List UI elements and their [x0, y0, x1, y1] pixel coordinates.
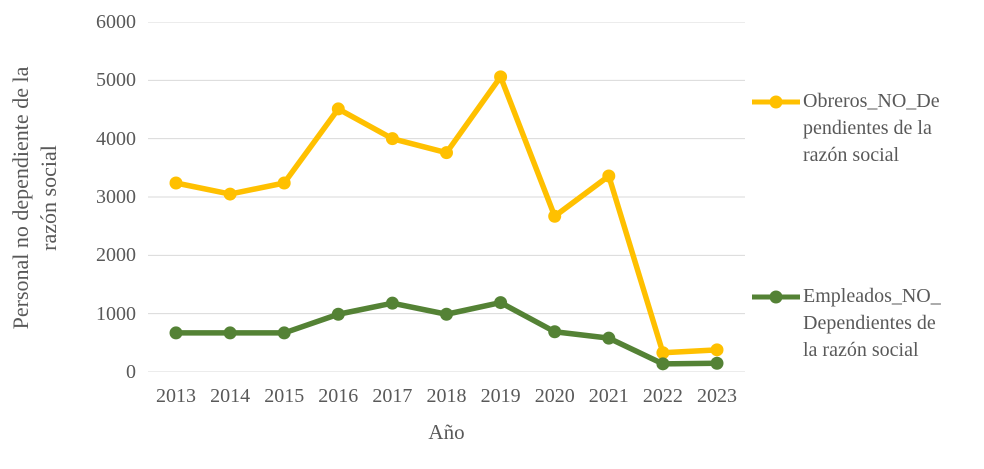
x-tick-label: 2017 [372, 385, 413, 407]
x-axis-title: Año [428, 420, 465, 444]
data-point-obreros-no-dependientes-2020 [548, 209, 562, 223]
data-point-empleados-no-dependientes-2020 [548, 325, 562, 339]
legend-label-empleados: Empleados_NO_ Dependientes de la razón s… [803, 283, 941, 364]
x-tick-label: 2022 [642, 385, 683, 407]
legend-label-obreros-line-3: razón social [803, 144, 900, 166]
data-point-empleados-no-dependientes-2023 [710, 356, 724, 370]
legend-label-obreros-line-1: Obreros_NO_De [803, 90, 940, 112]
x-tick-label: 2018 [426, 385, 467, 407]
data-point-empleados-no-dependientes-2018 [440, 307, 453, 321]
legend-entry-obreros: Obreros_NO_De pendientes de la razón soc… [752, 88, 940, 169]
legend-marker-dot [769, 95, 783, 109]
legend-label-obreros-line-2: pendientes de la [803, 117, 932, 139]
data-point-empleados-no-dependientes-2015 [277, 326, 291, 340]
x-tick-label: 2019 [480, 385, 521, 407]
x-tick-label: 2021 [588, 385, 629, 407]
y-tick-label: 1000 [96, 302, 136, 325]
x-tick-label: 2013 [156, 385, 196, 407]
x-tick-label: 2023 [697, 385, 737, 407]
y-tick-label: 3000 [96, 186, 136, 208]
data-point-obreros-no-dependientes-2015 [277, 176, 291, 190]
data-point-obreros-no-dependientes-2013 [169, 176, 183, 190]
y-tick-label: 5000 [96, 69, 136, 92]
data-point-obreros-no-dependientes-2021 [602, 169, 616, 183]
data-point-obreros-no-dependientes-2016 [331, 102, 345, 116]
y-tick-label: 6000 [96, 11, 136, 33]
data-point-obreros-no-dependientes-2023 [710, 343, 724, 357]
y-axis-title-line-1: Personal no dependiente de la [8, 66, 33, 330]
data-point-empleados-no-dependientes-2013 [169, 326, 183, 340]
data-point-obreros-no-dependientes-2018 [440, 146, 453, 160]
y-tick-label: 0 [126, 361, 136, 383]
data-point-empleados-no-dependientes-2017 [385, 296, 399, 310]
data-point-obreros-no-dependientes-2014 [223, 187, 237, 201]
legend-line-marker-icon [752, 290, 800, 304]
legend-label-obreros: Obreros_NO_De pendientes de la razón soc… [803, 88, 940, 169]
legend-label-empleados-line-1: Empleados_NO_ [803, 285, 941, 307]
plot-area [148, 22, 745, 372]
data-point-empleados-no-dependientes-2014 [223, 326, 237, 340]
data-point-empleados-no-dependientes-2016 [331, 307, 345, 321]
data-point-empleados-no-dependientes-2021 [602, 331, 616, 345]
data-point-obreros-no-dependientes-2019 [494, 70, 508, 84]
x-tick-label: 2016 [318, 385, 359, 407]
x-tick-label: 2020 [534, 385, 575, 407]
y-tick-label: 2000 [96, 244, 136, 267]
data-point-empleados-no-dependientes-2022 [656, 357, 670, 371]
data-point-empleados-no-dependientes-2019 [494, 296, 508, 310]
x-tick-label: 2015 [264, 385, 305, 407]
legend-line-marker-icon [752, 95, 800, 109]
legend-label-empleados-line-3: la razón social [803, 339, 919, 361]
legend-entry-empleados: Empleados_NO_ Dependientes de la razón s… [752, 283, 941, 364]
legend-label-empleados-line-2: Dependientes de [803, 312, 936, 334]
data-point-obreros-no-dependientes-2022 [656, 346, 670, 360]
legend-marker-dot [769, 290, 783, 304]
x-tick-label: 2014 [210, 385, 251, 407]
data-point-obreros-no-dependientes-2017 [385, 132, 399, 146]
y-tick-label: 4000 [96, 127, 136, 150]
